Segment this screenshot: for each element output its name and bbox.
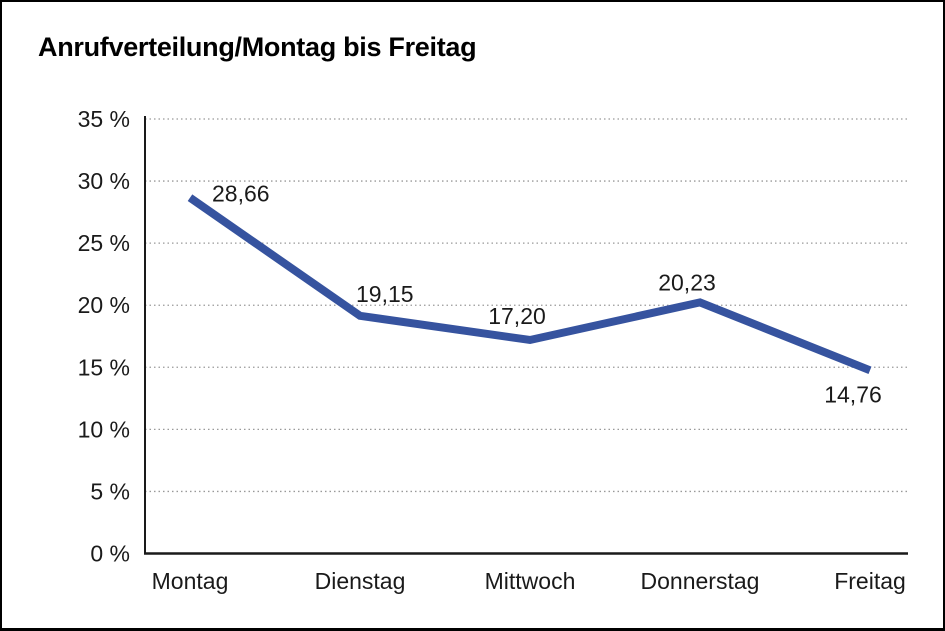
- y-tick-label: 5 %: [90, 478, 130, 504]
- x-tick-label: Mittwoch: [485, 568, 576, 594]
- data-point-label: 17,20: [488, 303, 546, 329]
- data-point-label: 20,23: [658, 269, 716, 295]
- x-tick-label: Montag: [152, 568, 229, 594]
- data-point-label: 19,15: [356, 281, 414, 307]
- data-line: [187, 194, 872, 375]
- y-tick-label: 25 %: [78, 230, 130, 256]
- y-tick-label: 35 %: [78, 106, 130, 132]
- data-point-label: 14,76: [824, 381, 882, 407]
- y-tick-label: 20 %: [78, 292, 130, 318]
- y-tick-label: 30 %: [78, 168, 130, 194]
- y-tick-label: 0 %: [90, 541, 130, 567]
- x-tick-label: Donnerstag: [641, 568, 760, 594]
- y-tick-label: 15 %: [78, 354, 130, 380]
- data-point-label: 28,66: [212, 181, 270, 207]
- x-tick-label: Freitag: [834, 568, 906, 594]
- chart-title: Anrufverteilung/Montag bis Freitag: [38, 32, 477, 62]
- y-tick-label: 10 %: [78, 416, 130, 442]
- x-tick-label: Dienstag: [315, 568, 406, 594]
